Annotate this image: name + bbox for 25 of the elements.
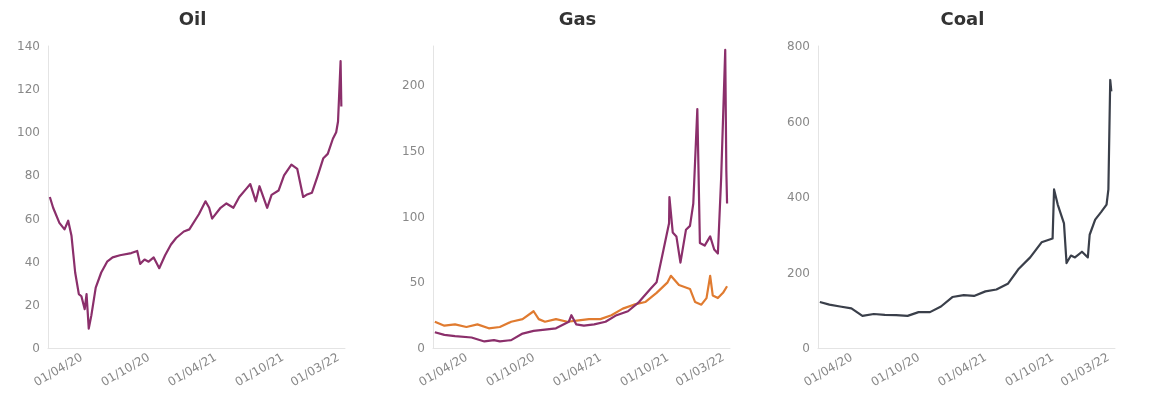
y-tick-label: 50 bbox=[409, 275, 425, 290]
y-tick-label: 80 bbox=[24, 168, 40, 183]
y-tick-label: 400 bbox=[787, 190, 810, 204]
y-tick-label: 200 bbox=[787, 265, 810, 280]
y-tick-label: 140 bbox=[17, 39, 40, 53]
y-tick-label: 0 bbox=[802, 341, 810, 355]
y-tick-label: 150 bbox=[402, 144, 425, 159]
chart-title: Coal bbox=[940, 7, 985, 29]
line-series bbox=[48, 60, 343, 330]
y-tick-label: 200 bbox=[402, 78, 425, 93]
y-tick-label: 0 bbox=[32, 341, 40, 355]
line-series bbox=[433, 274, 729, 330]
y-tick-label: 0 bbox=[417, 341, 425, 355]
line-series bbox=[818, 78, 1113, 318]
y-tick-label: 120 bbox=[17, 82, 40, 97]
y-tick-label: 100 bbox=[17, 125, 40, 140]
y-tick-label: 100 bbox=[402, 209, 425, 224]
y-tick-label: 20 bbox=[24, 297, 40, 312]
y-tick-label: 40 bbox=[24, 254, 40, 269]
chart-title: Oil bbox=[178, 7, 207, 29]
y-tick-label: 60 bbox=[24, 211, 40, 226]
y-tick-label: 800 bbox=[787, 39, 810, 53]
line-series bbox=[433, 48, 729, 343]
chart-title: Gas bbox=[558, 7, 597, 29]
y-tick-label: 600 bbox=[787, 114, 810, 129]
